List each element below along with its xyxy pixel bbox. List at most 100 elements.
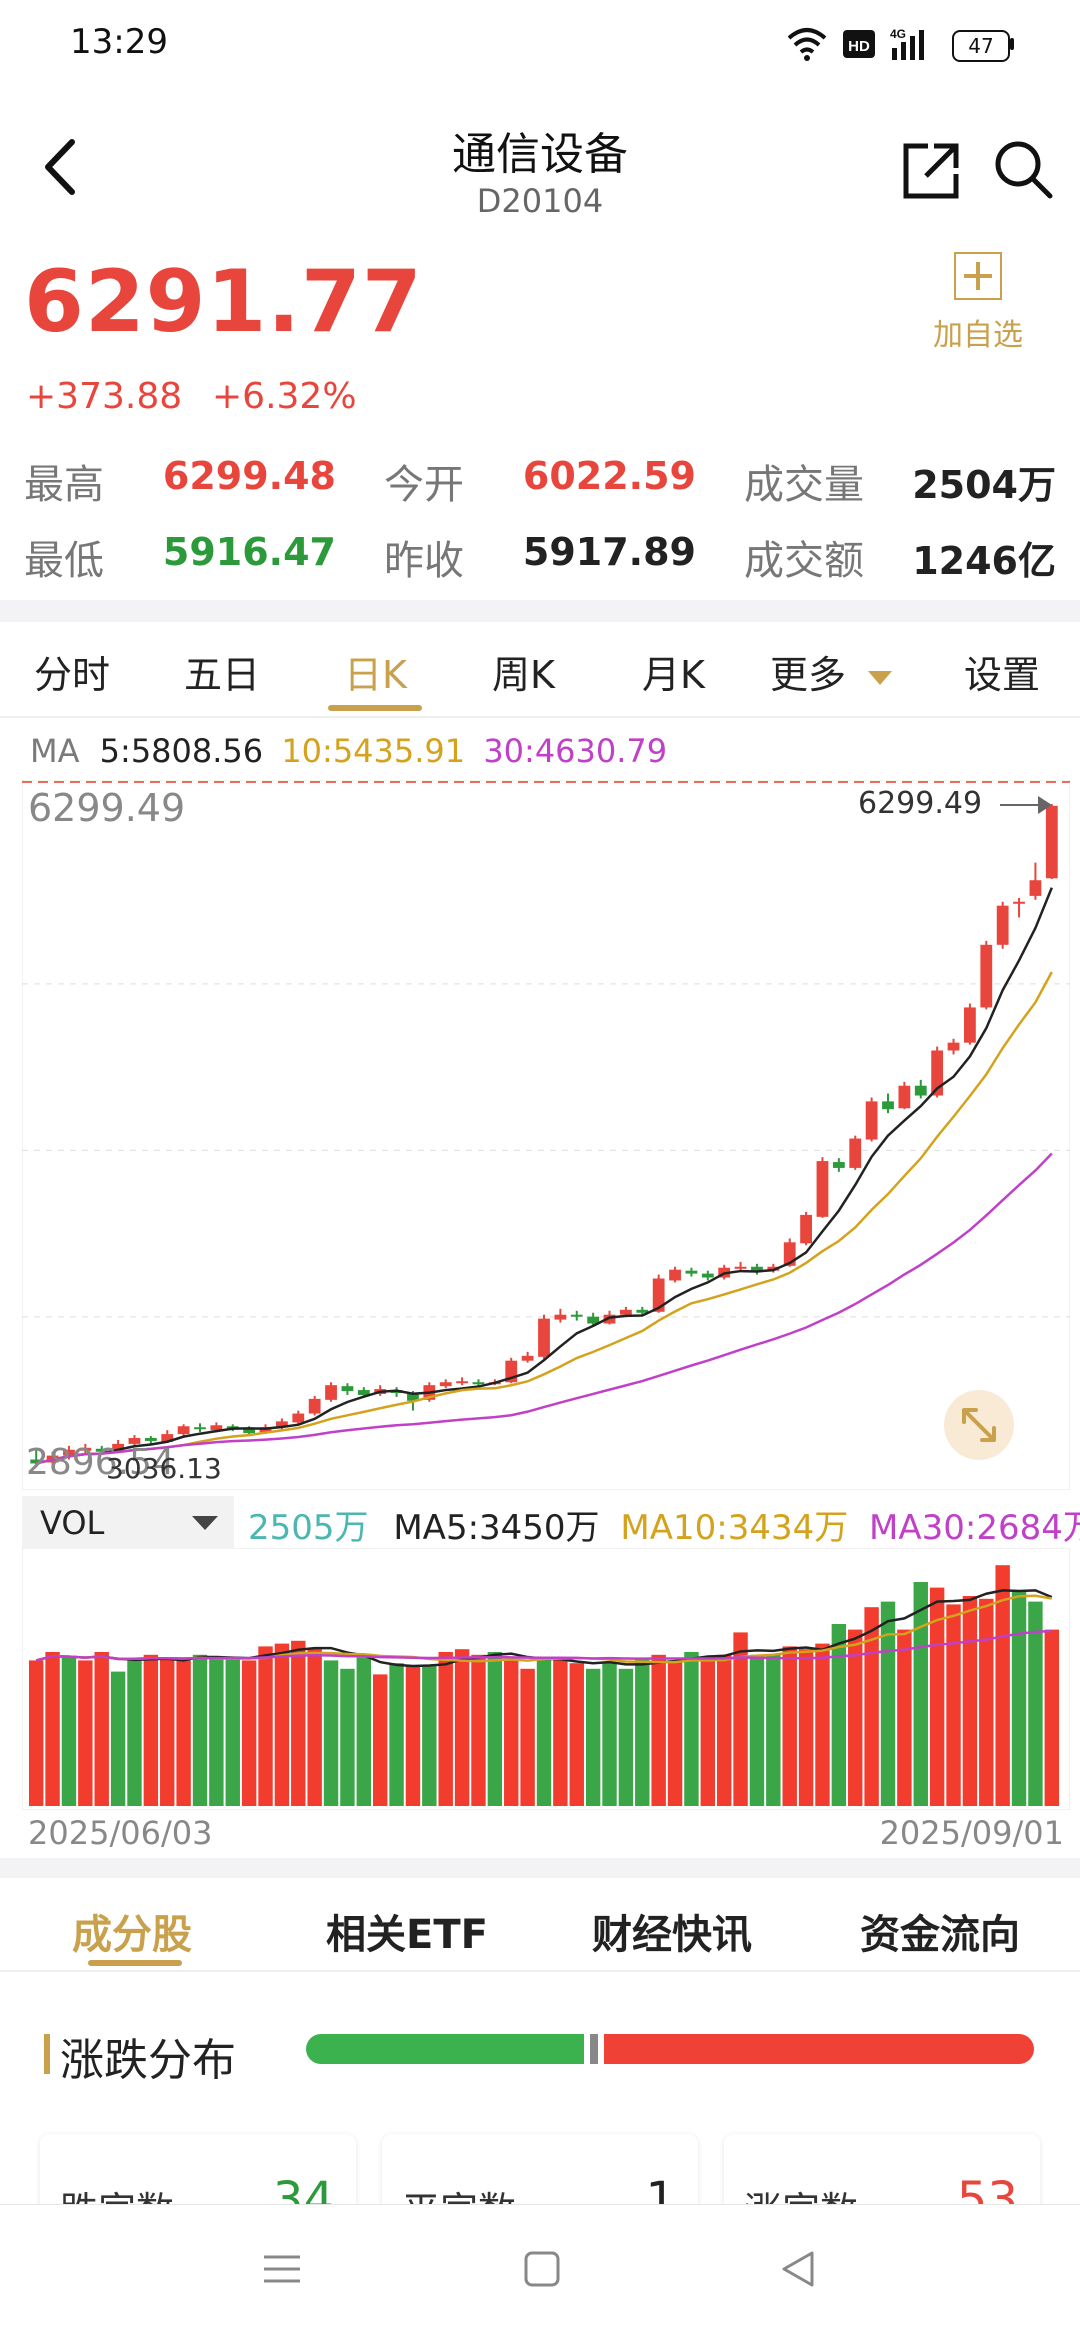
volume-bar (307, 1649, 322, 1806)
distribution-bar (306, 2034, 1034, 2064)
tab-intraday[interactable]: 分时 (34, 653, 111, 697)
candle-body (996, 905, 1009, 945)
active-tab-indicator (328, 705, 422, 711)
volume-bar (356, 1657, 372, 1806)
ma30-value: 30:4630.79 (483, 732, 668, 770)
volume-bar (405, 1666, 421, 1806)
kline-chart[interactable] (22, 780, 1070, 1490)
candle-body (521, 1355, 534, 1361)
volume-bar (176, 1660, 191, 1806)
distribution-title: 涨跌分布 (60, 2035, 236, 2086)
candle-body (243, 1429, 256, 1434)
chart-high-label: 6299.49 (28, 786, 186, 830)
volume-bar (438, 1652, 453, 1806)
search-icon[interactable] (990, 136, 1056, 202)
candle-body (832, 1162, 845, 1168)
tab-more[interactable]: 更多 (770, 644, 893, 699)
volume-bar (667, 1660, 683, 1806)
volume-bar (1044, 1629, 1060, 1806)
candle-body (816, 1161, 829, 1217)
candle-body (325, 1385, 337, 1400)
candle-body (800, 1214, 812, 1244)
volume-value: 2505万 (248, 1508, 369, 1548)
dropdown-caret-icon (868, 670, 893, 685)
volume-bar (831, 1624, 847, 1806)
candle-body (849, 1138, 862, 1168)
marker-value: 6299.49 (858, 786, 983, 821)
stat-label-high: 最高 (24, 462, 104, 508)
ma10-value: 10:5435.91 (281, 732, 466, 770)
home-icon[interactable] (522, 2249, 562, 2289)
volume-bar (160, 1657, 175, 1806)
volume-bar (782, 1646, 797, 1806)
volume-bar (471, 1654, 486, 1806)
volume-chart[interactable] (22, 1548, 1070, 1810)
volume-bar (815, 1643, 830, 1806)
tab-day-k[interactable]: 日K (344, 653, 407, 697)
candle-body (947, 1042, 960, 1051)
volume-bar (143, 1654, 159, 1806)
volume-bar (323, 1660, 339, 1806)
menu-icon[interactable] (262, 2249, 302, 2289)
candle-body (276, 1421, 288, 1428)
back-icon[interactable] (28, 132, 98, 202)
section-divider-2 (0, 1858, 1080, 1878)
candle-body (603, 1314, 616, 1324)
stat-value-turnover: 1246亿 (912, 539, 1056, 583)
distribution-bar-up (604, 2034, 1034, 2064)
volume-bar (602, 1663, 617, 1806)
volume-bar (241, 1660, 257, 1806)
share-icon[interactable] (898, 138, 964, 204)
volume-bar (78, 1660, 93, 1806)
volume-bar (1011, 1590, 1027, 1806)
indicator-selector[interactable]: VOL (22, 1496, 234, 1550)
kline-frame (22, 780, 1070, 1490)
volume-legend: 2505万 MA5:3450万 MA10:3434万 MA30:2684万 (248, 1500, 1080, 1549)
volume-bar (733, 1632, 748, 1806)
tab-constituents[interactable]: 成分股 (72, 1912, 192, 1958)
volume-bar (880, 1601, 896, 1806)
candle-body (456, 1381, 468, 1384)
volume-bar (569, 1663, 584, 1806)
volume-bar (585, 1668, 601, 1806)
volume-bar (536, 1657, 552, 1806)
tabs-divider (0, 716, 1080, 718)
tab-news[interactable]: 财经快讯 (592, 1912, 752, 1958)
tab-month-k[interactable]: 月K (642, 653, 705, 697)
volume-bar (372, 1674, 388, 1806)
candle-body (964, 1007, 976, 1043)
volume-bar (192, 1654, 208, 1806)
candle-body (112, 1443, 124, 1452)
stat-value-low: 5916.47 (162, 530, 336, 574)
add-favorite-button[interactable]: 加自选 (918, 252, 1038, 354)
vol-ma5: MA5:3450万 (393, 1508, 600, 1548)
volume-bar (28, 1660, 44, 1806)
volume-bar (258, 1646, 273, 1806)
volume-bar (61, 1657, 77, 1806)
candle-body (357, 1390, 370, 1395)
back-nav-icon[interactable] (778, 2249, 818, 2289)
stat-label-open: 今开 (384, 462, 464, 508)
vol-ma10: MA10:3434万 (620, 1508, 849, 1548)
tab-five-day[interactable]: 五日 (184, 653, 261, 697)
stat-label-turnover: 成交额 (744, 538, 864, 584)
status-time: 13:29 (70, 22, 168, 62)
candle-body (472, 1382, 485, 1385)
fullscreen-button[interactable] (944, 1390, 1014, 1460)
volume-bar (946, 1604, 961, 1806)
plus-icon (954, 252, 1002, 300)
tab-settings[interactable]: 设置 (964, 653, 1041, 697)
stat-label-prev-close: 昨收 (384, 538, 464, 584)
volume-bar (651, 1654, 666, 1806)
candle-body (636, 1309, 649, 1313)
tab-related-etf[interactable]: 相关ETF (326, 1912, 488, 1958)
candle-body (587, 1316, 600, 1324)
tab-capital-flow[interactable]: 资金流向 (860, 1912, 1020, 1958)
ma5-value: 5:5808.56 (99, 732, 264, 770)
candle-body (669, 1269, 681, 1281)
volume-bar (389, 1663, 404, 1806)
candle-body (226, 1426, 239, 1429)
tab-more-label: 更多 (770, 653, 847, 697)
candle-body (554, 1314, 567, 1320)
tab-week-k[interactable]: 周K (492, 653, 555, 697)
